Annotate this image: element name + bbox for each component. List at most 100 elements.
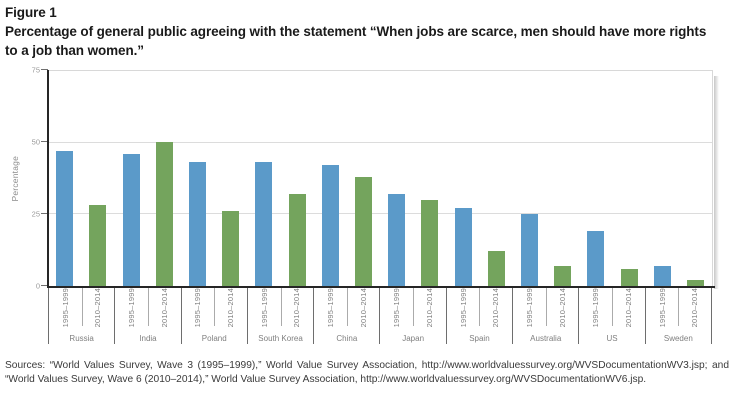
- bar-group-sweden: [646, 70, 712, 286]
- y-tick-label-0: 0: [35, 281, 40, 291]
- y-axis-tick-labels: 0 25 50 75: [18, 66, 40, 291]
- period-label-slot: 2010–2014: [413, 288, 446, 330]
- period-label-slot: 2010–2014: [281, 288, 314, 330]
- bar-2010–2014-spain: [487, 251, 505, 286]
- period-label: 1995–1999: [60, 288, 70, 328]
- bar-slot: [181, 70, 214, 286]
- bar-2010–2014-australia: [554, 265, 572, 286]
- bar-group-spain: [446, 70, 512, 286]
- category-group-us: 1995–1999 2010–2014 US: [578, 288, 644, 344]
- bar-2010–2014-china: [354, 176, 372, 286]
- period-label-slot: 2010–2014: [82, 288, 115, 330]
- bar-slot: [546, 70, 579, 286]
- period-separator: [214, 288, 216, 326]
- country-label-australia: Australia: [530, 334, 562, 343]
- y-tick-label-25: 25: [31, 209, 40, 219]
- sources-note: Sources: “World Values Survey, Wave 3 (1…: [5, 359, 729, 387]
- bar-1995–1999-spain: [454, 208, 472, 286]
- bar-slot: [513, 70, 546, 286]
- y-tick-label-75: 75: [31, 65, 40, 75]
- bar-slot: [413, 70, 446, 286]
- country-label-poland: Poland: [201, 334, 227, 343]
- country-label-india: India: [139, 334, 157, 343]
- period-label-slot: 1995–1999: [314, 288, 347, 330]
- bar-slot: [314, 70, 347, 286]
- period-label: 1995–1999: [392, 288, 402, 328]
- period-label: 2010–2014: [93, 288, 103, 328]
- bar-slot: [612, 70, 645, 286]
- country-label-russia: Russia: [69, 334, 94, 343]
- period-separator: [612, 288, 614, 326]
- period-label: 1995–1999: [591, 288, 601, 328]
- bar-2010–2014-russia: [89, 205, 107, 286]
- bar-2010–2014-us: [620, 268, 638, 286]
- bar-group-russia: [48, 70, 114, 286]
- bar-slot: [679, 70, 712, 286]
- period-separator: [545, 288, 547, 326]
- period-label: 1995–1999: [193, 288, 203, 328]
- bar-slot: [446, 70, 479, 286]
- bar-slot: [579, 70, 612, 286]
- x-axis-line: [47, 286, 715, 288]
- bar-1995–1999-south-korea: [255, 162, 273, 286]
- bar-group-japan: [380, 70, 446, 286]
- bar-slot: [214, 70, 247, 286]
- period-separator: [479, 288, 481, 326]
- gridline-50: [48, 141, 712, 143]
- country-label-sweden: Sweden: [663, 334, 693, 343]
- country-label-japan: Japan: [402, 334, 425, 343]
- category-group-poland: 1995–1999 2010–2014 Poland: [180, 288, 247, 344]
- period-separator: [280, 288, 282, 326]
- period-label: 2010–2014: [424, 288, 434, 328]
- bar-group-australia: [513, 70, 579, 286]
- period-label-slot: 2010–2014: [347, 288, 380, 330]
- bar-group-india: [114, 70, 180, 286]
- bar-slot: [81, 70, 114, 286]
- period-label: 2010–2014: [623, 288, 633, 328]
- y-tick-50: [41, 140, 48, 142]
- bar-slot: [48, 70, 81, 286]
- period-label: 2010–2014: [358, 288, 368, 328]
- period-separator: [147, 288, 149, 326]
- bar-slot: [380, 70, 413, 286]
- bar-group-china: [314, 70, 380, 286]
- bar-group-us: [579, 70, 645, 286]
- bar-2010–2014-india: [155, 142, 173, 286]
- bar-slot: [114, 70, 147, 286]
- figure-label: Figure 1: [5, 5, 57, 20]
- figure-title-line1: Percentage of general public agreeing wi…: [5, 24, 707, 39]
- period-label: 2010–2014: [491, 288, 501, 328]
- period-label-slot: 2010–2014: [214, 288, 247, 330]
- period-label: 2010–2014: [690, 288, 700, 328]
- category-group-india: 1995–1999 2010–2014 India: [114, 288, 180, 344]
- period-label-slot: 2010–2014: [546, 288, 579, 330]
- sources-line1: Sources: “World Values Survey, Wave 3 (1…: [5, 360, 729, 371]
- country-label-china: China: [336, 334, 358, 343]
- period-label: 2010–2014: [159, 288, 169, 328]
- period-label-slot: 1995–1999: [182, 288, 215, 330]
- period-label-slot: 1995–1999: [248, 288, 281, 330]
- period-label-slot: 2010–2014: [479, 288, 512, 330]
- bar-slot: [247, 70, 280, 286]
- bar-slot: [148, 70, 181, 286]
- period-label-slot: 2010–2014: [612, 288, 645, 330]
- y-tick-label-50: 50: [31, 137, 40, 147]
- category-group-sweden: 1995–1999 2010–2014 Sweden: [644, 288, 712, 344]
- bar-group-south-korea: [247, 70, 313, 286]
- figure-title-line2: to a job than women.”: [5, 43, 144, 58]
- period-separator: [413, 288, 415, 326]
- period-label: 1995–1999: [458, 288, 468, 328]
- category-axis: 1995–1999 2010–2014 Russia 1995–1999 2010–20…: [48, 288, 712, 346]
- sources-line2: “World Values Survey, Wave 6 (2010–2014)…: [5, 374, 647, 385]
- category-group-south-korea: 1995–1999 2010–2014 South Korea: [246, 288, 314, 344]
- gridline-25: [48, 213, 712, 215]
- y-tick-75: [41, 69, 48, 70]
- bar-1995–1999-sweden: [653, 265, 671, 286]
- bar-slot: [280, 70, 313, 286]
- period-label-slot: 2010–2014: [678, 288, 711, 330]
- plot-area-shadow: [714, 76, 719, 289]
- category-group-china: 1995–1999 2010–2014 China: [313, 288, 379, 344]
- country-label-spain: Spain: [469, 334, 490, 343]
- bar-slot: [646, 70, 679, 286]
